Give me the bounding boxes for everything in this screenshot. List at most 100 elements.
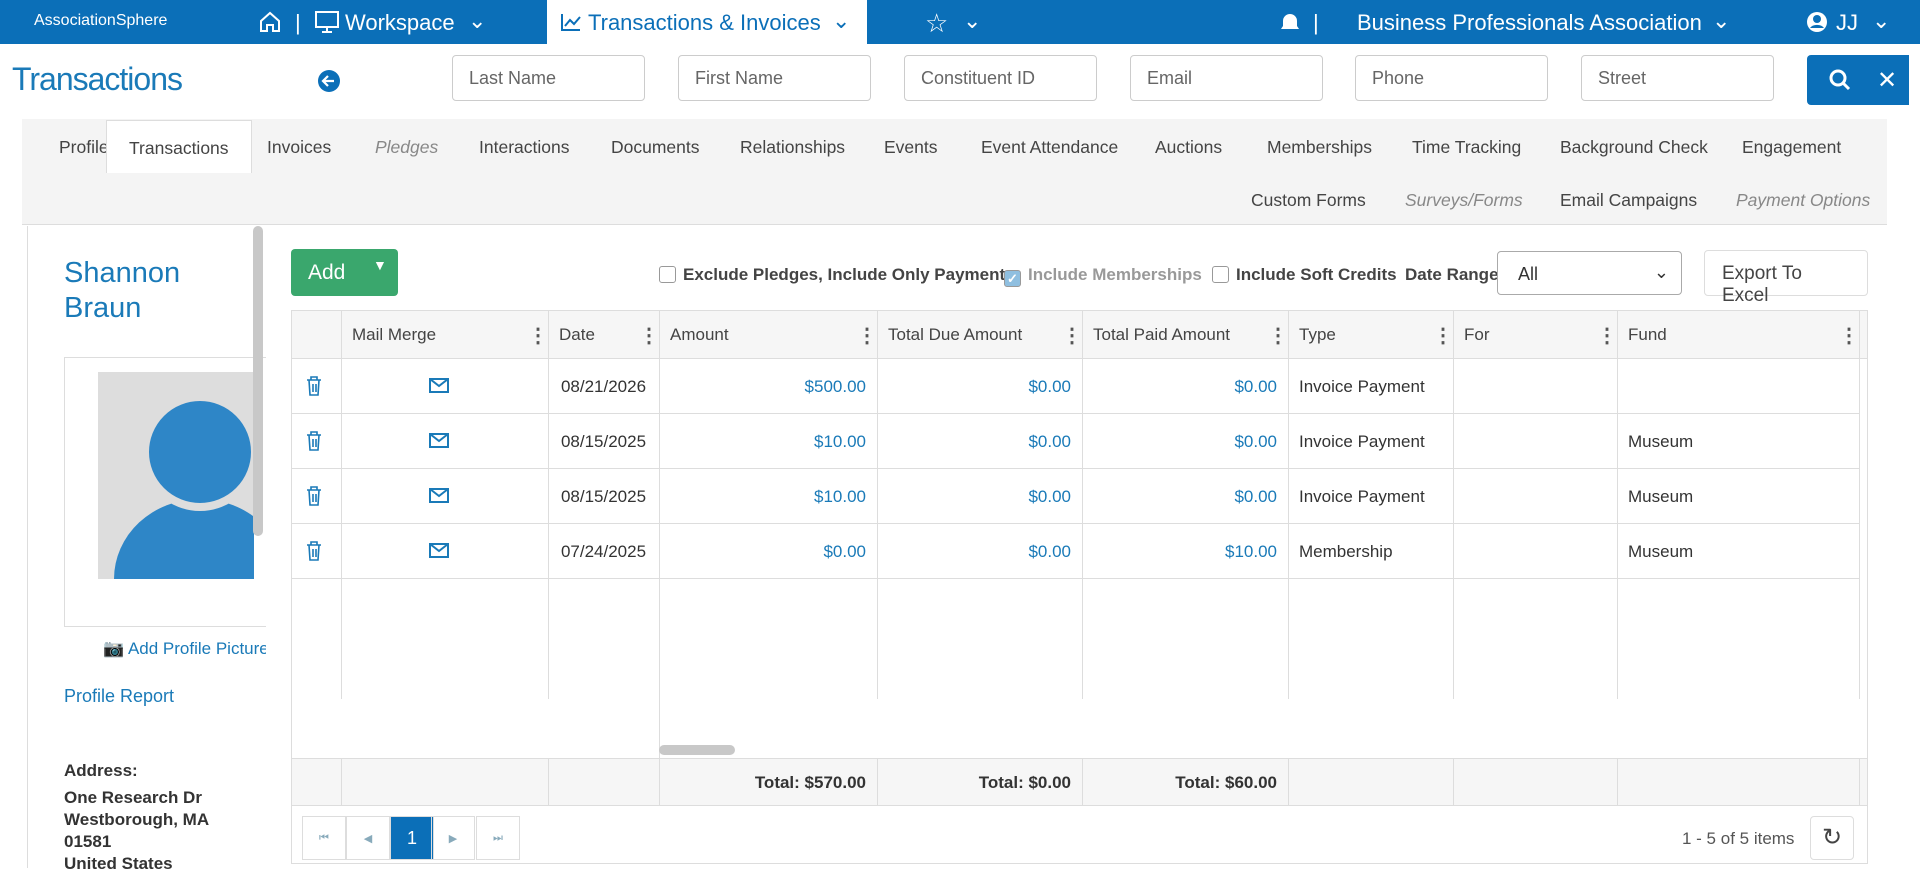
tab[interactable]: Surveys/Forms xyxy=(1405,190,1523,210)
filter-checkbox[interactable]: Include Soft Credits xyxy=(1212,265,1397,285)
column-menu[interactable]: ⋮ xyxy=(1597,325,1617,347)
cell[interactable]: $0.00 xyxy=(1234,431,1277,451)
refresh-button[interactable]: ↻ xyxy=(1810,816,1854,860)
active-section[interactable]: Transactions & Invoices xyxy=(588,10,821,35)
avatar xyxy=(98,372,254,579)
profile-panel: Shannon Braun 📷 Add Profile Picture Profi… xyxy=(27,226,266,873)
search-field[interactable]: Constituent ID xyxy=(904,55,1097,101)
profile-report[interactable]: Profile Report xyxy=(64,686,175,706)
address-line: 01581 xyxy=(64,832,112,851)
cell: Invoice Payment xyxy=(1299,486,1425,506)
search-field[interactable]: First Name xyxy=(678,55,871,101)
cell[interactable]: $0.00 xyxy=(823,541,866,561)
search-button[interactable]: ✕ xyxy=(1807,55,1909,105)
add-button[interactable]: Add ▼ xyxy=(291,249,398,296)
mail-merge-icon[interactable] xyxy=(429,488,449,508)
user[interactable]: JJ xyxy=(1836,10,1858,35)
h-scrollbar xyxy=(659,745,735,755)
pager-button[interactable]: ▶ xyxy=(431,816,475,860)
tab[interactable]: Email Campaigns xyxy=(1560,190,1698,210)
page-number[interactable]: 1 xyxy=(390,816,434,860)
search-field[interactable]: Phone xyxy=(1355,55,1548,101)
column-divider xyxy=(877,759,878,806)
tab[interactable]: Background Check xyxy=(1560,137,1708,157)
top-nav: AssociationSphere | Workspace ⌄ Transact… xyxy=(0,0,1920,44)
cell: 08/15/2025 xyxy=(560,431,647,451)
tab[interactable]: Custom Forms xyxy=(1251,190,1366,210)
tab[interactable]: Engagement xyxy=(1742,137,1842,157)
cell[interactable]: $0.00 xyxy=(1234,376,1277,396)
column-menu[interactable]: ⋮ xyxy=(1268,325,1288,347)
cell[interactable]: $0.00 xyxy=(1028,376,1071,396)
column-menu[interactable]: ⋮ xyxy=(528,325,548,347)
tab[interactable]: Pledges xyxy=(375,137,439,157)
address: One Research Dr Westborough, MA 01581 Unite… xyxy=(64,787,209,875)
pager-button[interactable]: ⏮ xyxy=(302,816,346,860)
pager-button[interactable]: ⏭ xyxy=(476,816,520,860)
mail-merge-icon[interactable] xyxy=(429,433,449,453)
column-menu[interactable]: ⋮ xyxy=(639,325,659,347)
cell xyxy=(1617,359,1859,414)
tab[interactable]: Documents xyxy=(611,137,700,157)
cell[interactable]: $0.00 xyxy=(1234,486,1277,506)
home-icon[interactable] xyxy=(258,10,282,34)
tab[interactable]: Invoices xyxy=(267,137,332,157)
cell[interactable]: $10.00 xyxy=(814,431,866,451)
column-menu[interactable]: ⋮ xyxy=(857,325,877,347)
column-divider xyxy=(1288,311,1289,699)
filter-checkbox[interactable]: Exclude Pledges, Include Only Payments xyxy=(659,265,1015,285)
cell[interactable]: $10.00 xyxy=(814,486,866,506)
row-divider xyxy=(292,578,1859,579)
column-menu[interactable]: ⋮ xyxy=(1062,325,1082,347)
back-button[interactable] xyxy=(317,69,341,93)
delete-icon[interactable] xyxy=(305,540,323,567)
column-header: Mail Merge xyxy=(352,325,437,344)
delete-icon[interactable] xyxy=(305,485,323,512)
delete-icon[interactable] xyxy=(305,375,323,402)
tab[interactable]: Auctions xyxy=(1155,137,1223,157)
column-menu[interactable]: ⋮ xyxy=(1433,325,1453,347)
mail-merge-icon[interactable] xyxy=(429,378,449,398)
cell[interactable]: $0.00 xyxy=(1028,486,1071,506)
bell-icon[interactable] xyxy=(1278,12,1302,32)
cell[interactable]: $0.00 xyxy=(1028,431,1071,451)
address-line: United States xyxy=(64,854,173,873)
tab[interactable]: Events xyxy=(884,137,938,157)
search-field[interactable]: Street xyxy=(1581,55,1774,101)
tab[interactable]: Memberships xyxy=(1267,137,1373,157)
column-menu[interactable]: ⋮ xyxy=(1839,325,1859,347)
export-button[interactable]: Export To Excel xyxy=(1704,250,1868,306)
delete-icon[interactable] xyxy=(305,430,323,457)
grid-header xyxy=(292,311,1867,359)
column-header: Type xyxy=(1299,325,1336,344)
favorites[interactable]: ☆ xyxy=(925,8,949,38)
row-divider xyxy=(292,413,1859,414)
cell[interactable]: $10.00 xyxy=(1225,541,1277,561)
date-range-select[interactable]: All ⌄ xyxy=(1497,251,1682,295)
cell[interactable]: $0.00 xyxy=(1028,541,1071,561)
logo[interactable]: AssociationSphere xyxy=(34,12,168,29)
tab[interactable]: Transactions xyxy=(106,120,252,173)
scrollbar xyxy=(253,226,263,536)
cell xyxy=(1453,524,1617,579)
column-header: Total Due Amount xyxy=(888,325,1023,344)
mail-merge-icon[interactable] xyxy=(429,543,449,563)
tab[interactable]: Relationships xyxy=(740,137,846,157)
column-divider xyxy=(548,311,549,699)
search-field[interactable]: Email xyxy=(1130,55,1323,101)
search-field[interactable]: Last Name xyxy=(452,55,645,101)
column-divider xyxy=(1082,311,1083,699)
filter-checkbox[interactable]: ✓ Include Memberships xyxy=(1004,265,1202,287)
tab[interactable]: Payment Options xyxy=(1736,190,1871,210)
pager-button[interactable]: ◀ xyxy=(346,816,390,860)
tab[interactable]: Interactions xyxy=(479,137,570,157)
organization[interactable]: Business Professionals Association xyxy=(1357,10,1702,35)
workspace-menu[interactable]: Workspace xyxy=(345,10,455,35)
column-divider xyxy=(1453,311,1454,699)
add-profile-picture[interactable]: 📷 Add Profile Picture xyxy=(103,639,266,658)
tab[interactable]: Profile xyxy=(59,137,109,157)
profile-name: Shannon Braun xyxy=(64,257,181,324)
cell[interactable]: $500.00 xyxy=(804,376,866,396)
tab[interactable]: Event Attendance xyxy=(981,137,1119,157)
tab[interactable]: Time Tracking xyxy=(1412,137,1522,157)
